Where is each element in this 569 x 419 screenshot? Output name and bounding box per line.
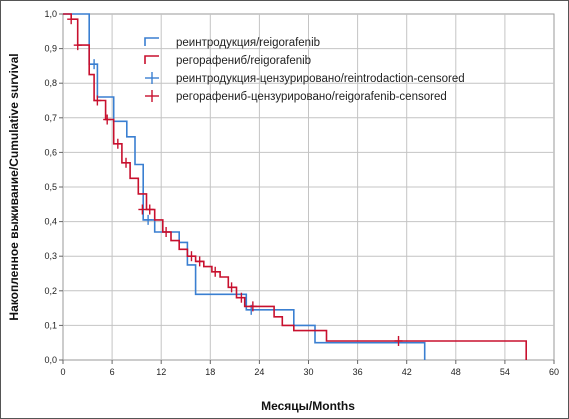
censor-mark xyxy=(90,59,99,70)
y-tick-label: 0,2 xyxy=(44,286,57,296)
legend-step-swatch xyxy=(144,55,159,64)
censor-mark xyxy=(195,256,204,267)
censor-mark xyxy=(145,204,154,215)
x-tick-label: 0 xyxy=(60,367,65,377)
censor-mark xyxy=(73,40,82,51)
y-tick-label: 0,9 xyxy=(44,44,57,54)
y-tick-label: 0,4 xyxy=(44,217,57,227)
censor-mark xyxy=(113,138,122,149)
censor-mark xyxy=(211,266,220,277)
censor-mark xyxy=(67,14,76,25)
x-tick-label: 6 xyxy=(110,367,115,377)
x-tick-label: 18 xyxy=(205,367,215,377)
y-tick-label: 1,0 xyxy=(44,9,57,19)
y-tick-label: 0,3 xyxy=(44,251,57,261)
legend-item: регорафениб-цензурировано/reigorafenib-c… xyxy=(145,90,447,103)
y-tick-label: 0,6 xyxy=(44,147,57,157)
x-tick-label: 54 xyxy=(500,367,510,377)
y-tick-label: 0,8 xyxy=(44,78,57,88)
series-layer xyxy=(63,13,527,360)
x-tick-label: 48 xyxy=(451,367,461,377)
legend-label: реинтродукция-цензурировано/reintrodacti… xyxy=(176,73,465,85)
survival-curve-blue xyxy=(63,13,426,360)
censor-mark xyxy=(138,204,147,215)
legend: реинтродукция/reigorafenib регорафениб/re… xyxy=(144,37,465,103)
censor-mark xyxy=(237,292,246,303)
x-tick-labels: 0 6 12 18 24 30 36 42 48 54 60 xyxy=(60,360,559,377)
x-tick-label: 24 xyxy=(254,367,264,377)
censor-mark xyxy=(187,251,196,262)
censor-mark xyxy=(93,95,102,106)
censor-mark xyxy=(248,301,257,312)
censor-mark xyxy=(227,282,236,293)
x-tick-label: 36 xyxy=(353,367,363,377)
grid-lines xyxy=(63,14,554,360)
y-axis-title: Накопленное выживание/Cumulative surviva… xyxy=(7,53,21,320)
x-tick-label: 12 xyxy=(156,367,166,377)
x-tick-label: 60 xyxy=(549,367,559,377)
y-tick-label: 0,1 xyxy=(44,320,57,330)
legend-item: реинтродукция-цензурировано/reintrodacti… xyxy=(145,72,465,85)
legend-label: регорафениб/reigorafenib xyxy=(176,55,311,67)
x-axis-title: Месяцы/Months xyxy=(261,399,355,413)
y-tick-label: 0,5 xyxy=(44,182,57,192)
censor-mark xyxy=(162,226,171,237)
x-tick-label: 42 xyxy=(402,367,412,377)
y-tick-labels: 0,0 0,1 0,2 0,3 0,4 0,5 0,6 0,7 0,8 0,9 1,0 xyxy=(44,9,63,365)
x-tick-label: 30 xyxy=(303,367,313,377)
legend-label: регорафениб-цензурировано/reigorafenib-c… xyxy=(176,91,447,103)
censor-mark xyxy=(144,214,153,225)
legend-label: реинтродукция/reigorafenib xyxy=(176,37,320,49)
censor-mark xyxy=(394,335,403,346)
legend-item: регорафениб/reigorafenib xyxy=(144,55,311,67)
legend-step-swatch xyxy=(144,37,159,46)
censor-mark xyxy=(122,157,131,168)
legend-item: реинтродукция/reigorafenib xyxy=(144,37,320,49)
y-tick-label: 0,0 xyxy=(44,355,57,365)
y-tick-label: 0,7 xyxy=(44,113,57,123)
censor-mark xyxy=(103,114,112,125)
survival-curve-red xyxy=(63,13,527,360)
